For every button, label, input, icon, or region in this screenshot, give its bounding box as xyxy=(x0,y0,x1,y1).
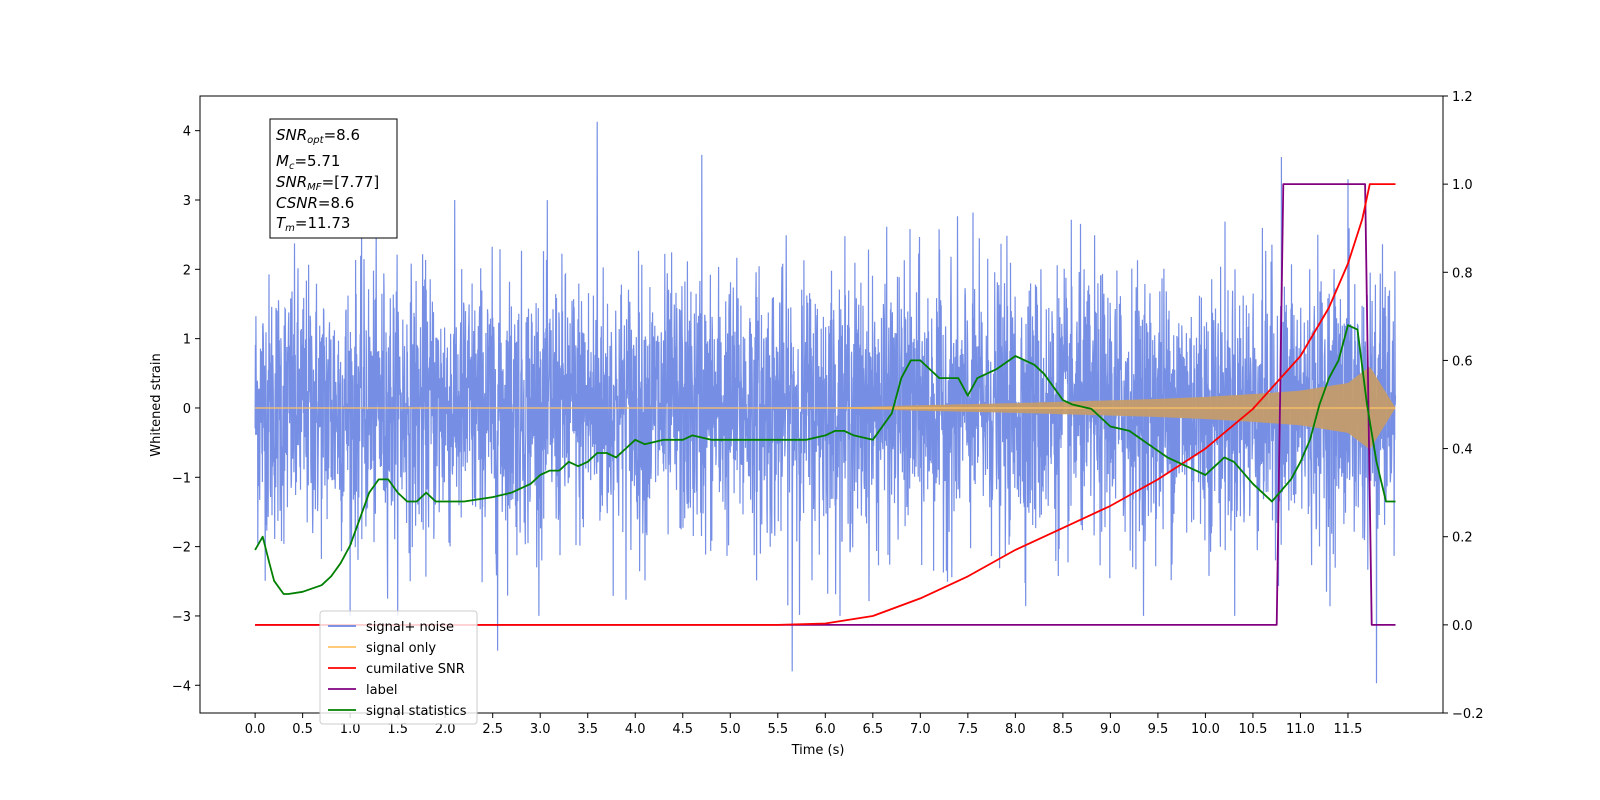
y-tick-label: −3 xyxy=(172,610,191,625)
y-tick-label: −4 xyxy=(172,679,191,694)
signal-statistics-line xyxy=(254,324,1396,595)
y-tick-label: −1 xyxy=(172,471,191,486)
y2-tick-label: 0.4 xyxy=(1452,443,1473,458)
legend-entry-label: signal only xyxy=(366,641,436,656)
x-tick-label: 2.0 xyxy=(435,722,456,737)
legend-entry-label: signal statistics xyxy=(366,704,467,719)
tm-annotation: Tm=11.73 xyxy=(276,214,350,234)
y-tick-label: −2 xyxy=(172,541,191,556)
x-tick-label: 6.5 xyxy=(862,722,883,737)
x-tick-label: 11.0 xyxy=(1286,722,1315,737)
y2-tick-label: 0.8 xyxy=(1452,266,1473,281)
right-axis-series xyxy=(254,183,1396,626)
x-tick-label: 7.0 xyxy=(910,722,931,737)
label-line xyxy=(255,183,1396,626)
y-tick-label: 0 xyxy=(183,402,191,417)
x-axis-ticks: 0.0 0.5 1.0 1.5 2.0 2.5 3.0 3.5 4.0 4.5 5.0 5.5 6.0 6… xyxy=(245,713,1362,737)
x-tick-label: 10.0 xyxy=(1191,722,1220,737)
y2-tick-label: −0.2 xyxy=(1452,707,1484,722)
x-tick-label: 10.5 xyxy=(1238,722,1267,737)
y-tick-label: 4 xyxy=(183,125,191,140)
legend-entry-label: label xyxy=(366,683,397,698)
csnr-annotation: CSNR=8.6 xyxy=(276,194,354,212)
signal-only-series xyxy=(255,367,1396,449)
y-tick-label: 2 xyxy=(183,263,191,278)
stats-annotation-box: SNRopt=8.6 Mc=5.71 SNRMF=[7.77] CSNR=8.6… xyxy=(269,118,398,239)
cumilative-snr-line xyxy=(255,183,1396,626)
x-tick-label: 6.0 xyxy=(815,722,836,737)
x-tick-label: 1.5 xyxy=(387,722,408,737)
x-tick-label: 0.0 xyxy=(245,722,266,737)
y2-tick-label: 1.0 xyxy=(1452,178,1473,193)
x-tick-label: 5.0 xyxy=(720,722,741,737)
x-tick-label: 5.5 xyxy=(767,722,788,737)
snr-mf-annotation: SNRMF=[7.77] xyxy=(276,173,379,193)
y2-tick-label: 0.0 xyxy=(1452,619,1473,634)
x-tick-label: 11.5 xyxy=(1333,722,1362,737)
x-tick-label: 7.5 xyxy=(958,722,979,737)
x-tick-label: 3.5 xyxy=(577,722,598,737)
x-tick-label: 9.0 xyxy=(1100,722,1121,737)
legend-frame xyxy=(319,610,478,725)
x-tick-label: 8.5 xyxy=(1053,722,1074,737)
legend-entry-label: cumilative SNR xyxy=(366,662,465,677)
chart-legend: signal+ noise signal only cumilative SNR la… xyxy=(319,610,478,725)
x-tick-label: 4.0 xyxy=(625,722,646,737)
y2-tick-label: 0.2 xyxy=(1452,531,1473,546)
y2-tick-label: 0.6 xyxy=(1452,354,1473,369)
y2-tick-label: 1.2 xyxy=(1452,90,1473,105)
x-tick-label: 1.0 xyxy=(340,722,361,737)
x-tick-label: 0.5 xyxy=(292,722,313,737)
x-tick-label: 8.0 xyxy=(1005,722,1026,737)
x-tick-label: 9.5 xyxy=(1148,722,1169,737)
plot-area xyxy=(254,121,1397,684)
legend-entry-label: signal+ noise xyxy=(366,620,454,635)
mc-annotation: Mc=5.71 xyxy=(276,152,340,172)
snr-opt-annotation: SNRopt=8.6 xyxy=(276,126,360,146)
x-tick-label: 4.5 xyxy=(672,722,693,737)
axes-frame xyxy=(199,95,1444,714)
x-axis-label: Time (s) xyxy=(791,743,845,758)
y-tick-label: 3 xyxy=(183,194,191,209)
x-tick-label: 3.0 xyxy=(530,722,551,737)
y2-axis-ticks: 1.2 1.0 0.8 0.6 0.4 0.2 0.0 −0.2 xyxy=(1443,90,1484,722)
y-axis-ticks: 4 3 2 1 0 −1 −2 −3 −4 xyxy=(172,125,200,694)
y-tick-label: 1 xyxy=(183,333,191,348)
y-axis-label: Whitened strain xyxy=(149,353,164,456)
x-tick-label: 2.5 xyxy=(482,722,503,737)
